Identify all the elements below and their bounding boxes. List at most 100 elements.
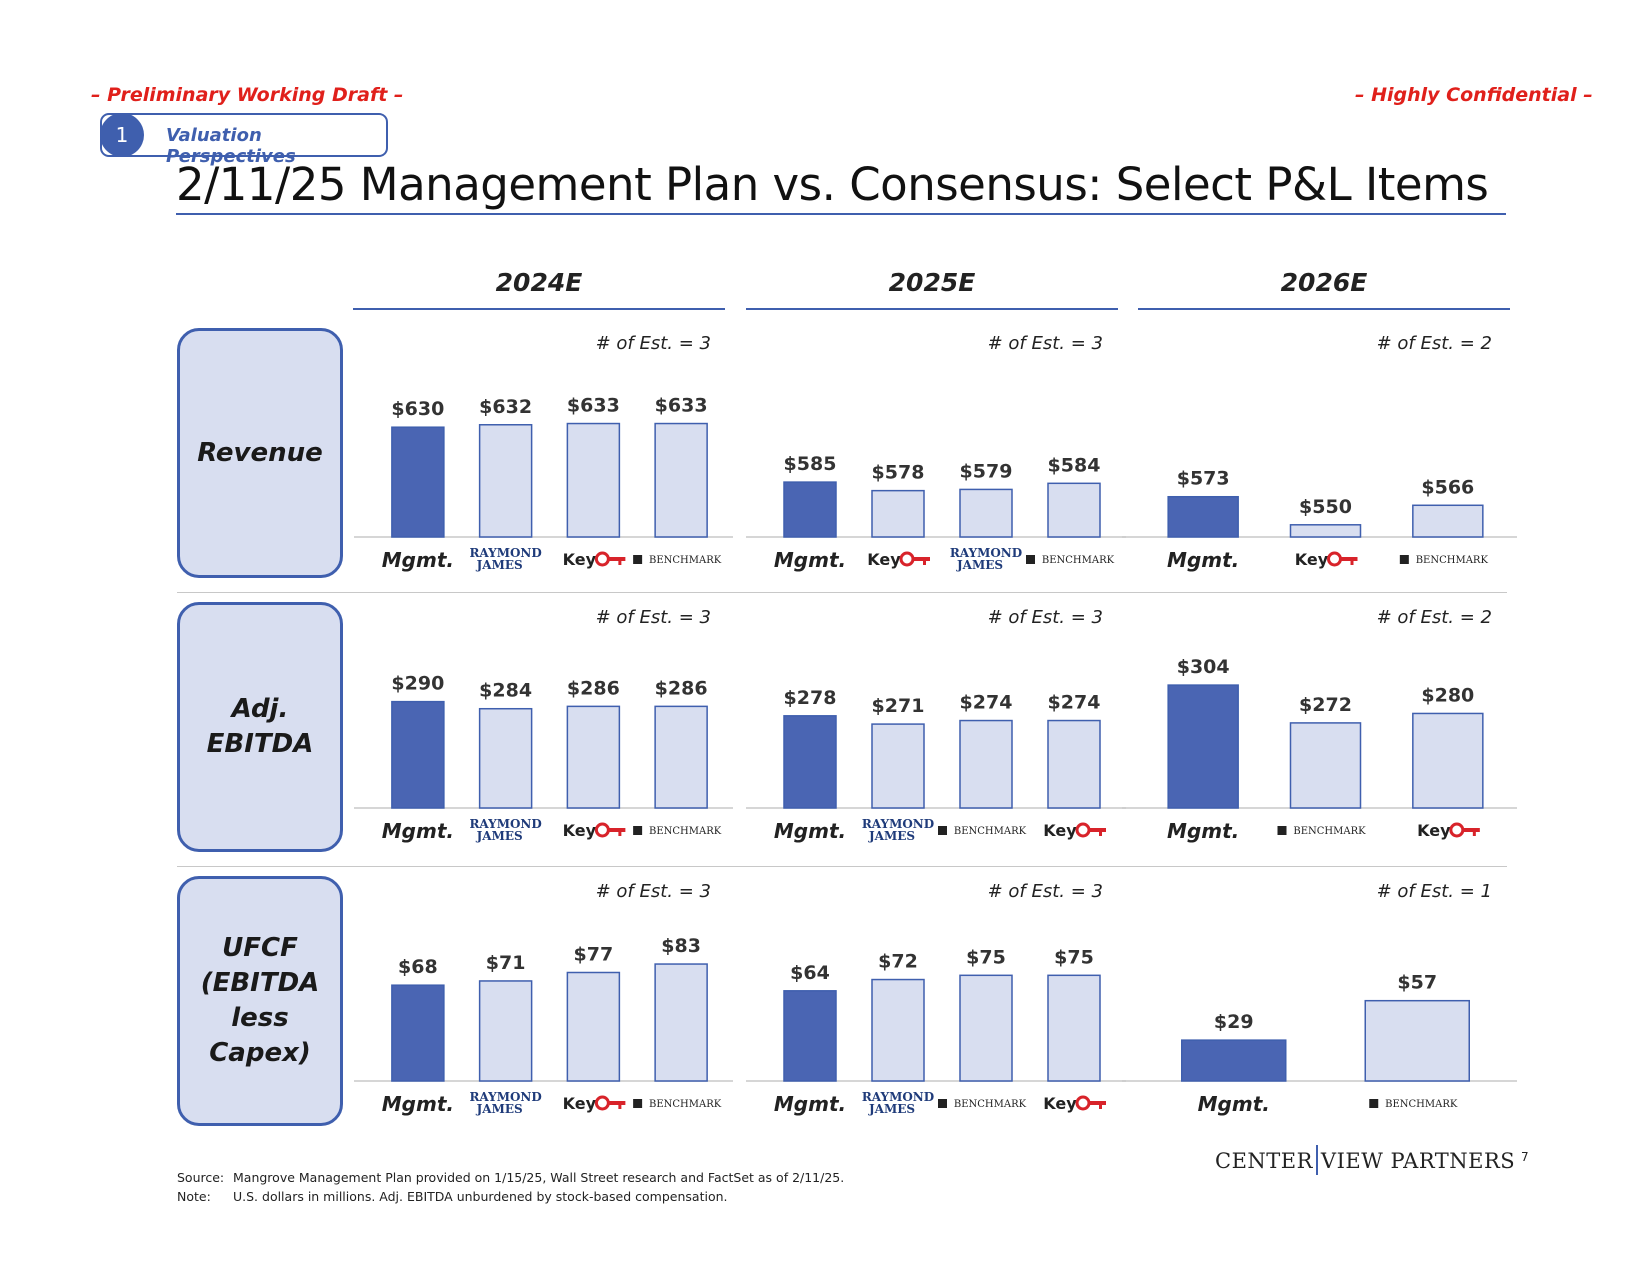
key-icon-tooth <box>923 559 926 565</box>
key-icon-tooth <box>1099 830 1102 836</box>
category-label-key: Key <box>1417 821 1451 840</box>
row-label-revenue: Revenue <box>177 328 343 578</box>
bar-consensus <box>959 488 1013 538</box>
title-rule <box>176 213 1506 215</box>
category-label-mgmt: Mgmt. <box>1198 1092 1270 1116</box>
benchmark-icon <box>1369 1099 1379 1108</box>
category-label-key: Key <box>563 550 597 569</box>
category-label-benchmark: BENCHMARK <box>649 1099 722 1110</box>
key-icon <box>594 822 610 838</box>
bar-value-label: $286 <box>655 677 708 699</box>
row-label-revenue-text: Revenue <box>197 437 323 468</box>
bar-value-label: $278 <box>784 687 837 709</box>
bar-consensus <box>566 422 621 538</box>
footer-source: Source: Mangrove Management Plan provided… <box>177 1170 844 1185</box>
bar-value-label: $274 <box>960 692 1013 714</box>
category-label-benchmark: BENCHMARK <box>649 555 722 566</box>
row-label-ufcf-line2: (EBITDA <box>200 968 320 998</box>
bar-mgmt <box>1167 684 1239 809</box>
category-label-key: Key <box>1295 550 1329 569</box>
category-label-raymond-james: RAYMOND <box>469 1090 541 1104</box>
category-label-raymond-james: RAYMOND <box>862 817 934 831</box>
key-icon-shaft <box>1461 828 1480 832</box>
centerview-logo: CENTER VIEW PARTNERS <box>1215 1145 1515 1175</box>
bar-value-label: $68 <box>398 956 438 978</box>
bar-consensus <box>871 978 925 1082</box>
category-label-key: Key <box>867 550 901 569</box>
category-label-key: Key <box>563 1094 597 1113</box>
bar-consensus <box>566 971 621 1082</box>
logo-divider <box>1315 1145 1318 1175</box>
year-header-2025: 2025E <box>888 268 976 297</box>
bar-mgmt <box>783 990 837 1082</box>
row-label-ufcf-line3: less <box>231 1003 289 1033</box>
category-label-raymond-james-2: JAMES <box>868 1102 915 1116</box>
estimate-count-note: # of Est. = 2 <box>1377 333 1492 354</box>
benchmark-icon <box>633 826 643 835</box>
bar-value-label: $585 <box>784 453 837 475</box>
category-label-raymond-james: RAYMOND <box>469 546 541 560</box>
bar-value-label: $630 <box>391 398 444 420</box>
row-label-ebitda-line2: EBITDA <box>206 729 314 759</box>
logo-right: VIEW PARTNERS <box>1320 1149 1516 1173</box>
bar-value-label: $75 <box>966 946 1006 968</box>
estimate-count-note: # of Est. = 2 <box>1377 607 1492 628</box>
row-label-ufcf: UFCF (EBITDA less Capex) <box>177 876 343 1126</box>
estimate-count-note: # of Est. = 1 <box>1377 881 1492 902</box>
category-label-mgmt: Mgmt. <box>774 819 846 843</box>
bar-value-label: $286 <box>567 677 620 699</box>
bar-value-label: $578 <box>872 462 925 484</box>
key-icon-shaft <box>912 557 930 561</box>
year-header-2026: 2026E <box>1280 268 1368 297</box>
section-label: Valuation Perspectives <box>166 125 296 167</box>
estimate-count-note: # of Est. = 3 <box>596 607 711 628</box>
category-label-mgmt: Mgmt. <box>382 548 454 572</box>
footer-source-key: Source: <box>177 1170 225 1185</box>
bar-consensus <box>1364 999 1470 1082</box>
category-label-raymond-james-2: JAMES <box>956 558 1003 572</box>
row-label-ebitda: Adj. EBITDA <box>177 602 343 852</box>
bar-value-label: $29 <box>1214 1011 1254 1033</box>
section-badge: 1 Valuation Perspectives <box>100 113 388 167</box>
category-label-benchmark: BENCHMARK <box>1293 826 1366 837</box>
bar-value-label: $71 <box>486 952 526 974</box>
estimate-count-note: # of Est. = 3 <box>988 607 1103 628</box>
category-label-raymond-james-2: JAMES <box>476 829 523 843</box>
key-icon-shaft <box>1339 557 1358 561</box>
bar-value-label: $632 <box>479 396 532 418</box>
key-icon-shaft <box>1088 828 1106 832</box>
bar-consensus <box>1047 974 1101 1082</box>
category-label-mgmt: Mgmt. <box>774 1092 846 1116</box>
bar-consensus <box>654 963 708 1082</box>
category-label-raymond-james: RAYMOND <box>862 1090 934 1104</box>
category-label-raymond-james-2: JAMES <box>476 558 523 572</box>
bar-consensus <box>654 705 708 809</box>
category-label-benchmark: BENCHMARK <box>954 826 1027 837</box>
category-label-benchmark: BENCHMARK <box>1385 1099 1458 1110</box>
benchmark-icon <box>1277 826 1287 835</box>
bar-value-label: $566 <box>1421 476 1474 498</box>
logo-left: CENTER <box>1215 1149 1313 1173</box>
section-number: 1 <box>100 113 144 157</box>
key-icon <box>1075 822 1091 838</box>
bar-value-label: $72 <box>878 951 918 973</box>
category-label-mgmt: Mgmt. <box>1167 819 1239 843</box>
row-separator <box>177 866 1507 867</box>
year-rule-2024 <box>353 308 725 310</box>
bar-value-label: $579 <box>960 460 1013 482</box>
footer-note-key: Note: <box>177 1189 211 1204</box>
bar-value-label: $633 <box>655 395 708 417</box>
bar-mgmt <box>783 715 837 809</box>
chart-1-2: # of Est. = 2 $304 Mgmt. $272 BENCHMARK $280 K… <box>1122 607 1517 843</box>
category-label-key: Key <box>1043 1094 1077 1113</box>
bar-mgmt <box>1181 1039 1287 1082</box>
benchmark-icon <box>633 1099 643 1108</box>
bar-value-label: $280 <box>1421 684 1474 706</box>
key-icon-shaft <box>607 1101 626 1105</box>
bar-mgmt <box>391 984 445 1082</box>
row-label-ufcf-line1: UFCF <box>222 933 298 963</box>
bar-consensus <box>654 422 708 538</box>
